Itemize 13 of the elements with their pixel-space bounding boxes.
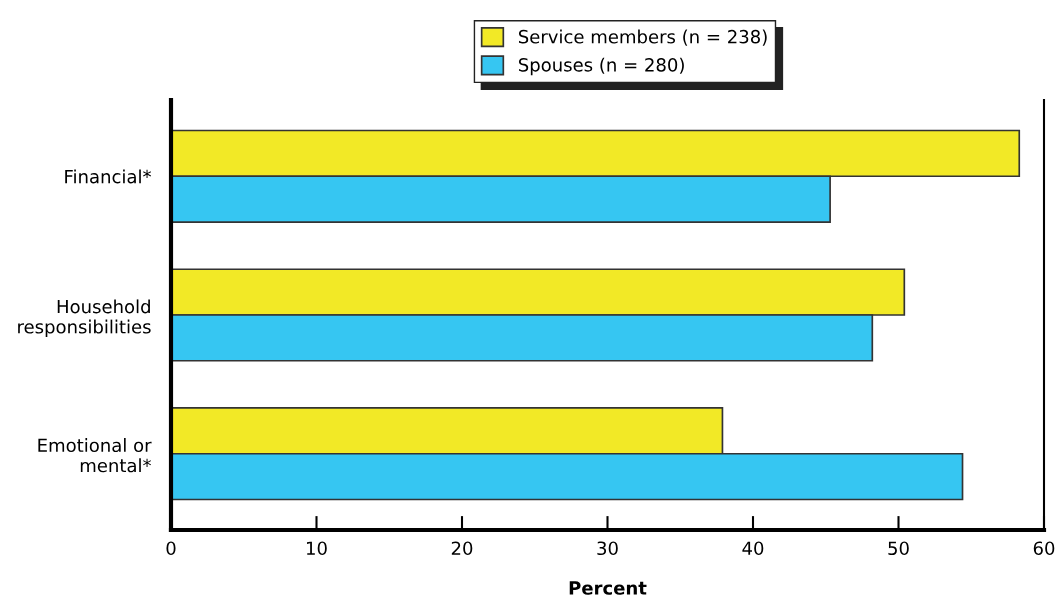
x-tick-label: 20 <box>451 541 473 556</box>
x-tick-label: 30 <box>597 541 618 556</box>
x-tick-label: 40 <box>742 541 764 556</box>
x-axis-title: Percent <box>569 581 647 595</box>
legend-label: Service members (n = 238) <box>518 29 767 46</box>
x-tick-label: 50 <box>888 541 909 556</box>
legend-label: Spouses (n = 280) <box>518 57 684 76</box>
y-tick-label: Emotional or mental* <box>38 438 152 473</box>
x-tick-label: 10 <box>307 541 327 556</box>
y-tick-label: Household responsibilities <box>18 299 151 338</box>
y-tick-label: Financial* <box>65 169 152 184</box>
x-tick-label: 0 <box>166 541 176 556</box>
x-tick-label: 60 <box>1033 541 1055 556</box>
